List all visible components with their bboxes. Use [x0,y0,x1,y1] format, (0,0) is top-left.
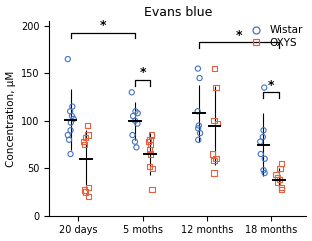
Point [133,140,138,144]
Point [68,109,73,113]
Point [196,127,201,130]
Point [86,185,91,189]
Point [275,176,280,180]
Point [279,187,284,191]
Point [261,168,266,172]
Point [212,171,217,175]
Point [210,152,215,156]
Point [65,57,70,61]
Point [258,140,263,144]
Point [195,109,200,113]
Point [213,86,218,89]
Point [66,138,71,142]
Point [86,195,91,199]
Point [70,114,75,118]
Point [196,124,201,127]
Point [68,152,73,156]
Point [277,166,282,170]
Point [135,111,140,115]
Point [149,133,154,137]
Point [277,178,282,181]
Point [70,105,75,108]
Point [129,90,134,94]
Y-axis label: Concentration, μM: Concentration, μM [6,70,16,167]
Text: *: * [100,19,106,32]
Point [146,140,151,144]
Point [148,143,153,147]
Point [147,164,152,168]
Point [133,109,138,113]
Point [149,187,154,191]
Text: *: * [139,67,146,80]
Point [131,114,136,118]
Point [81,140,86,144]
Point [68,128,73,132]
Point [196,138,201,142]
Point [68,121,73,125]
Point [85,133,90,137]
Point [261,128,266,132]
Point [148,138,153,142]
Point [83,136,88,140]
Point [135,122,140,126]
Point [279,185,284,189]
Point [130,133,135,137]
Point [147,147,152,151]
Point [82,143,87,147]
Point [82,188,87,192]
Point [279,161,284,165]
Text: *: * [236,28,242,41]
Point [133,119,138,123]
Point [212,119,217,123]
Point [197,131,202,135]
Legend: Wistar, OXYS: Wistar, OXYS [244,24,304,49]
Point [148,152,153,156]
Point [214,157,219,161]
Title: Evans blue: Evans blue [144,6,212,19]
Point [260,135,265,139]
Point [215,122,220,126]
Point [212,159,217,163]
Point [262,86,267,89]
Point [71,117,76,121]
Point [275,181,280,184]
Point [262,171,267,175]
Point [85,124,90,127]
Point [273,173,278,177]
Point [150,166,155,170]
Point [83,190,88,194]
Text: *: * [268,79,274,92]
Point [212,67,217,71]
Point [134,145,139,149]
Point [197,76,202,80]
Point [258,152,263,156]
Point [65,133,70,137]
Point [262,157,267,161]
Point [195,67,200,71]
